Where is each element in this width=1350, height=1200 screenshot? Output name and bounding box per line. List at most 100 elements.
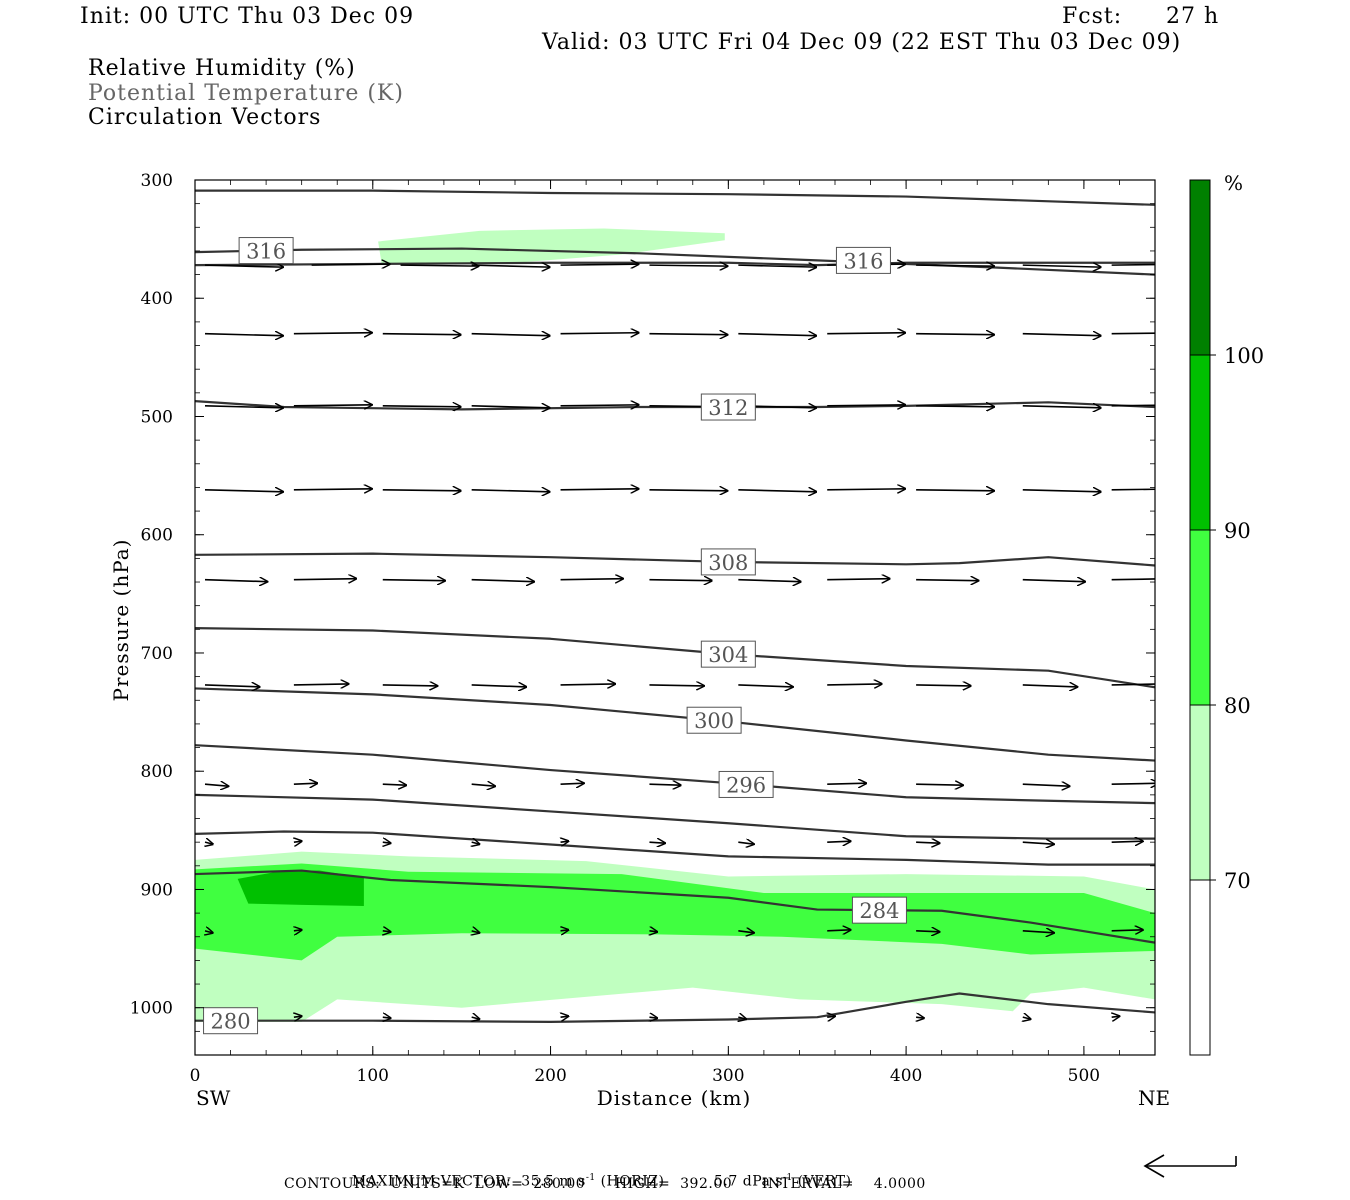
theta-contour-284 xyxy=(195,869,1155,944)
wind-vector xyxy=(472,931,480,933)
wind-vector xyxy=(560,405,639,406)
axes: 300 400 500 600 700 800 900 1000 0 100 200 300 400 50… xyxy=(130,171,1156,1086)
wind-vector xyxy=(649,265,727,266)
theta-contour-320 xyxy=(195,189,1155,206)
theta-contour-296 xyxy=(195,744,1155,805)
wind-vector xyxy=(382,784,406,785)
wind-vector xyxy=(204,784,228,786)
contour-label-text: 312 xyxy=(708,396,748,420)
wind-vector xyxy=(311,264,390,265)
colorbar-tick-label: 90 xyxy=(1224,519,1251,543)
contour-label-text: 316 xyxy=(246,240,286,264)
wind-vector xyxy=(916,406,994,407)
wind-vector xyxy=(471,265,550,267)
wind-vector xyxy=(471,490,550,492)
contour-label-text: 316 xyxy=(843,249,883,273)
contour-label-316: 316 xyxy=(238,237,294,265)
colorbar: 70 80 90 100% xyxy=(1189,171,1264,1056)
wind-vector xyxy=(916,580,978,581)
wind-vector xyxy=(204,580,267,582)
wind-vector xyxy=(204,490,283,492)
wind-vector xyxy=(383,842,391,843)
wind-vector xyxy=(560,264,639,265)
wind-vector xyxy=(916,334,994,335)
wind-vector xyxy=(827,783,866,784)
wind-vector xyxy=(916,490,994,491)
wind-vector xyxy=(827,405,905,406)
wind-vector xyxy=(560,579,623,580)
contour-label-304: 304 xyxy=(700,640,756,668)
contour-label-box xyxy=(835,246,891,274)
max-horiz-value: 35.5 m s xyxy=(521,1173,586,1190)
wind-vector xyxy=(1022,265,1101,267)
contour-label-box xyxy=(238,237,294,265)
wind-vector xyxy=(916,1017,924,1018)
contour-label-box xyxy=(700,393,756,421)
wind-vector xyxy=(204,685,260,687)
wind-vector xyxy=(649,1017,657,1018)
wind-vector xyxy=(738,490,816,492)
wind-vector xyxy=(1022,580,1085,582)
contour-label-box xyxy=(686,706,742,734)
wind-vector xyxy=(293,684,349,685)
contour-labels: 316 312 308 304 300 296 284 280 316 xyxy=(203,237,907,1035)
wind-vector xyxy=(293,783,317,784)
wind-vector xyxy=(471,580,534,582)
y-tick-label: 500 xyxy=(141,407,173,427)
wind-vector xyxy=(916,842,939,843)
theta-contour-316 xyxy=(195,247,1155,276)
y-tick-label: 1000 xyxy=(130,999,173,1019)
theta-contour-288 xyxy=(195,830,1155,866)
contour-label-284: 284 xyxy=(851,896,907,924)
wind-vector xyxy=(1022,931,1054,933)
wind-vector xyxy=(293,579,356,580)
wind-vector xyxy=(205,931,213,933)
wind-vector xyxy=(383,931,391,932)
wind-vector xyxy=(294,930,302,931)
wind-vector xyxy=(827,841,850,842)
theta-contour-292 xyxy=(195,793,1155,840)
rh-region-70 xyxy=(378,228,725,264)
wind-vector xyxy=(1111,332,1155,335)
plot-frame xyxy=(194,179,1156,1056)
max-vector-label: MAXIMUM VECTOR: xyxy=(351,1173,512,1190)
wind-vector xyxy=(827,579,889,580)
wind-vector xyxy=(1111,263,1155,266)
wind-vector xyxy=(827,930,850,931)
wind-vector xyxy=(1111,783,1155,784)
wind-vector xyxy=(471,406,550,408)
wind-vector xyxy=(561,1016,569,1017)
field-vectors: Circulation Vectors xyxy=(88,105,322,130)
vert-exponent: -1 xyxy=(782,1173,793,1183)
wind-vector xyxy=(1111,841,1143,842)
wind-vector xyxy=(738,931,754,933)
wind-vector xyxy=(293,333,372,334)
wind-vector xyxy=(1022,784,1070,786)
wind-vector xyxy=(1111,683,1155,686)
contour-label-280: 280 xyxy=(203,1007,259,1035)
wind-vector xyxy=(738,334,816,336)
field-rh: Relative Humidity (%) xyxy=(88,56,356,81)
wind-vector xyxy=(293,489,372,490)
contour-label-312: 312 xyxy=(700,393,756,421)
forecast-hour: 27 h xyxy=(1166,4,1220,29)
colorbar-unit: % xyxy=(1224,171,1243,195)
wind-vector xyxy=(1022,406,1101,408)
theta-contour-280 xyxy=(195,992,1155,1023)
colorbar-segment xyxy=(1190,180,1210,355)
wind-vector xyxy=(1023,1017,1031,1019)
wind-vector xyxy=(1022,490,1101,492)
y-tick-label: 800 xyxy=(141,762,173,782)
y-tick-label: 400 xyxy=(141,289,173,309)
wind-vector xyxy=(383,1017,391,1018)
horiz-tag: (HORIZ) xyxy=(600,1173,665,1190)
y-tick-label: 300 xyxy=(141,171,173,191)
wind-vector xyxy=(1111,930,1143,931)
wind-vector xyxy=(294,1016,302,1017)
horiz-exponent: -1 xyxy=(585,1173,596,1183)
wind-vector xyxy=(827,1016,835,1017)
wind-vector xyxy=(1111,404,1155,407)
contour-label-308: 308 xyxy=(700,548,756,576)
wind-vector xyxy=(649,931,657,932)
